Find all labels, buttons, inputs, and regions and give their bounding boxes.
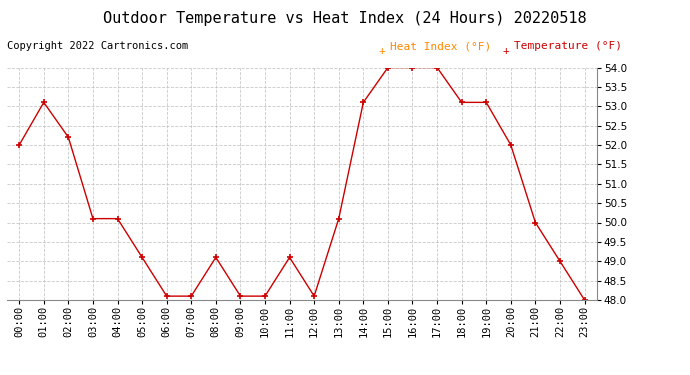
- Text: Heat Index (°F): Heat Index (°F): [390, 41, 491, 51]
- Text: Copyright 2022 Cartronics.com: Copyright 2022 Cartronics.com: [7, 41, 188, 51]
- Text: Temperature (°F): Temperature (°F): [514, 41, 622, 51]
- Text: Outdoor Temperature vs Heat Index (24 Hours) 20220518: Outdoor Temperature vs Heat Index (24 Ho…: [104, 11, 586, 26]
- Text: +: +: [378, 46, 385, 56]
- Text: +: +: [502, 46, 509, 56]
